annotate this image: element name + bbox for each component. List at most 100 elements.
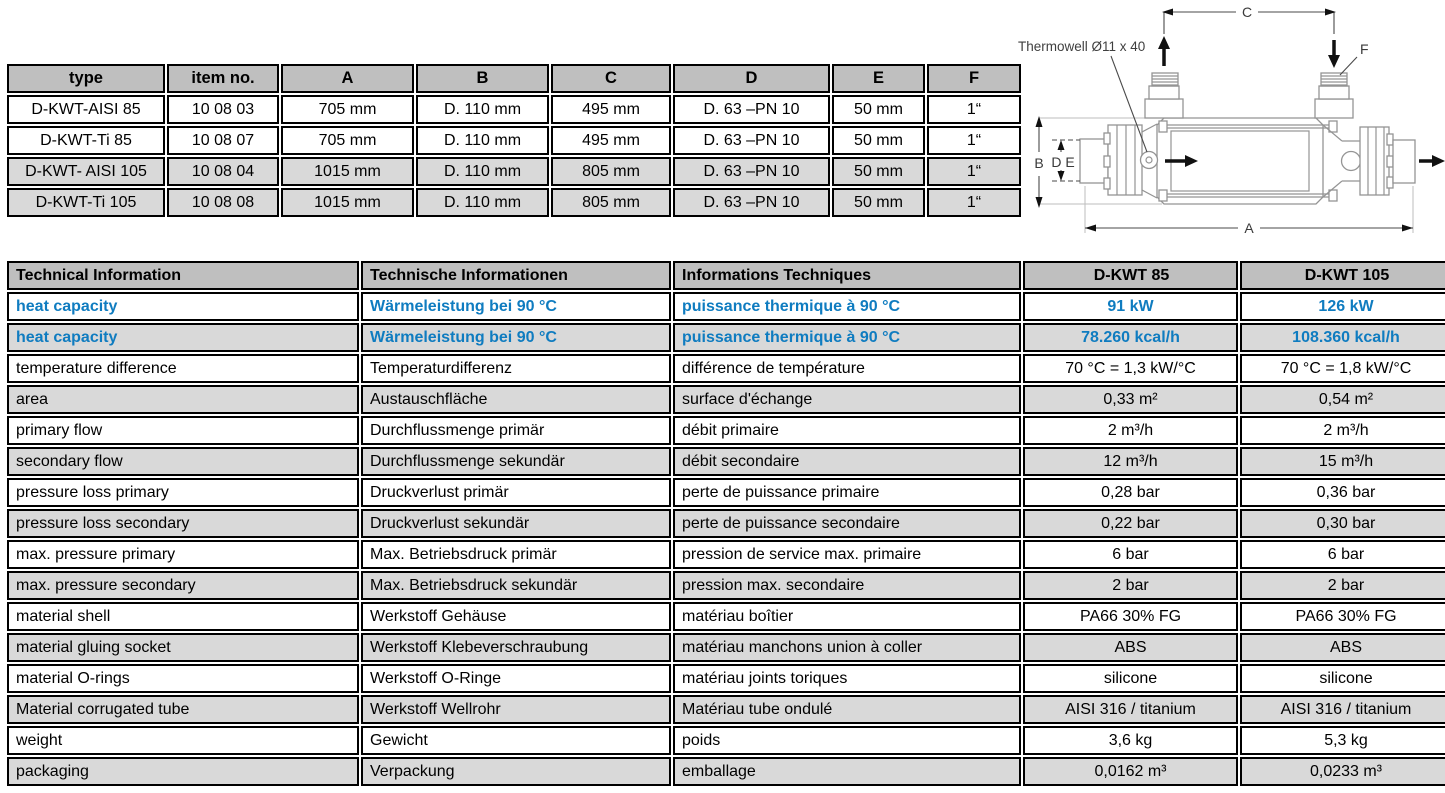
tech-cell-en: material gluing socket [7,633,359,662]
dimensions-cell: D-KWT-AISI 85 [7,95,165,124]
tech-cell-de: Wärmeleistung bei 90 °C [361,292,671,321]
column-header-b: B [416,64,549,93]
dimensions-cell: 1015 mm [281,188,414,217]
tech-cell-fr: matériau manchons union à coller [673,633,1021,662]
column-header-english: Technical Information [7,261,359,290]
dimensions-cell: D. 110 mm [416,157,549,186]
tech-cell-fr: débit secondaire [673,447,1021,476]
bolt [1158,189,1168,202]
dimensions-cell: 50 mm [832,95,925,124]
tech-cell-v85: 6 bar [1023,540,1238,569]
dimensions-header-row: type item no. A B C D E F [7,64,1021,93]
tech-cell-v105: 0,30 bar [1240,509,1445,538]
column-header-dkwt85: D-KWT 85 [1023,261,1238,290]
dim-label-a: A [1244,220,1254,236]
tech-cell-de: Werkstoff Klebeverschraubung [361,633,671,662]
dim-arrow [1085,224,1096,232]
column-header-d: D [673,64,830,93]
dimensions-row: D-KWT-AISI 85 10 08 03 705 mm D. 110 mm 495 … [7,95,1021,124]
tech-cell-v85: PA66 30% FG [1023,602,1238,631]
dimensions-cell: 705 mm [281,95,414,124]
column-header-german: Technische Informationen [361,261,671,290]
dimensions-cell: 10 08 03 [167,95,279,124]
tech-header-row: Technical Information Technische Informa… [7,261,1445,290]
tech-row: material O-rings Werkstoff O-Ringe matéria… [7,664,1445,693]
dimensions-cell: 805 mm [551,188,671,217]
tech-cell-fr: Matériau tube ondulé [673,695,1021,724]
flow-arrow-up-head [1158,36,1170,49]
tech-cell-v105: 126 kW [1240,292,1445,321]
tech-cell-de: Druckverlust primär [361,478,671,507]
pipe-stub-left [1079,138,1109,184]
tech-row: packaging Verpackung emballage 0,0162 m³ 0,0… [7,757,1445,786]
tech-cell-en: material O-rings [7,664,359,693]
thread-hatch [1321,75,1347,86]
tech-cell-v105: 70 °C = 1,8 kW/°C [1240,354,1445,383]
tech-cell-de: Druckverlust sekundär [361,509,671,538]
tech-cell-en: weight [7,726,359,755]
tech-cell-en: heat capacity [7,292,359,321]
dim-arrow [1162,8,1173,16]
union-tab [1103,177,1111,190]
tech-row: heat capacity Wärmeleistung bei 90 °C puis… [7,292,1445,321]
column-header-c: C [551,64,671,93]
tech-cell-de: Werkstoff O-Ringe [361,664,671,693]
tech-cell-v105: 0,0233 m³ [1240,757,1445,786]
tech-cell-fr: pression de service max. primaire [673,540,1021,569]
dim-arrow [1057,171,1065,181]
dim-label-c: C [1242,4,1252,20]
dimensions-cell: D-KWT- AISI 105 [7,157,165,186]
column-header-item: item no. [167,64,279,93]
tech-cell-v85: ABS [1023,633,1238,662]
tech-cell-fr: débit primaire [673,416,1021,445]
column-header-a: A [281,64,414,93]
tech-cell-fr: matériau boîtier [673,602,1021,631]
dimensions-cell: D. 63 –PN 10 [673,188,830,217]
tech-cell-v105: silicone [1240,664,1445,693]
bolt [1158,120,1168,133]
dimensions-cell: D. 63 –PN 10 [673,126,830,155]
dimensions-cell: 10 08 04 [167,157,279,186]
union-tab [1386,176,1394,189]
union-tab [1103,132,1111,145]
tech-cell-fr: surface d'échange [673,385,1021,414]
tech-cell-fr: poids [673,726,1021,755]
port-right [1314,98,1354,119]
dim-label-b: B [1034,155,1043,171]
bolt [1328,120,1338,133]
tech-cell-v105: 2 m³/h [1240,416,1445,445]
tech-cell-v105: 0,36 bar [1240,478,1445,507]
dimensions-cell: 1“ [927,188,1021,217]
tech-cell-en: pressure loss primary [7,478,359,507]
dimensions-cell: 495 mm [551,126,671,155]
tech-row: weight Gewicht poids 3,6 kg 5,3 kg [7,726,1445,755]
tech-cell-v85: 0,0162 m³ [1023,757,1238,786]
port-left-cap [1148,85,1180,100]
tech-cell-en: secondary flow [7,447,359,476]
tech-cell-de: Austauschfläche [361,385,671,414]
tech-row: Material corrugated tube Werkstoff Wellro… [7,695,1445,724]
adapter-left [1141,123,1158,199]
port-right-cap [1318,85,1350,100]
tech-cell-en: material shell [7,602,359,631]
tech-cell-fr: pression max. secondaire [673,571,1021,600]
tech-cell-en: temperature difference [7,354,359,383]
dimensions-cell: 1015 mm [281,157,414,186]
dim-label-f: F [1360,41,1369,57]
thread-hatch [1152,75,1178,86]
dimensions-row: D-KWT-Ti 105 10 08 08 1015 mm D. 110 mm 805 … [7,188,1021,217]
heat-exchanger-drawing: C F Thermowell Ø11 x 40 B D E A [1018,4,1445,236]
dimensions-cell: 50 mm [832,126,925,155]
tech-cell-v105: 6 bar [1240,540,1445,569]
dimensions-cell: D. 63 –PN 10 [673,157,830,186]
dimensions-cell: 805 mm [551,157,671,186]
tech-row: max. pressure primary Max. Betriebsdruck … [7,540,1445,569]
tech-cell-v85: 0,33 m² [1023,385,1238,414]
tech-cell-en: packaging [7,757,359,786]
tech-cell-en: Material corrugated tube [7,695,359,724]
tech-cell-v105: 0,54 m² [1240,385,1445,414]
dimensions-cell: 1“ [927,157,1021,186]
dimension-c-lines [1163,11,1335,34]
union-nut-right [1359,126,1390,196]
tech-cell-de: Verpackung [361,757,671,786]
